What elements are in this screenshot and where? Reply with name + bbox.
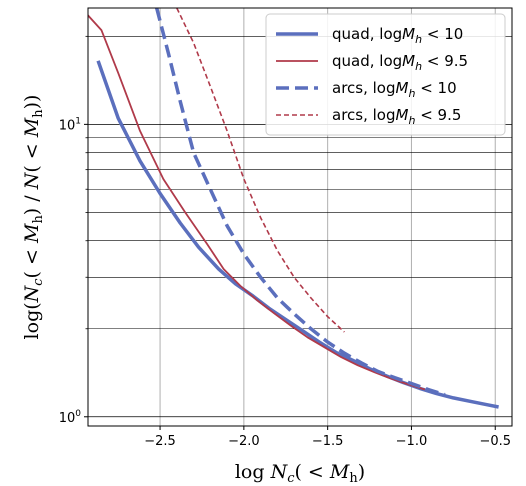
y-tick-label: 101: [59, 116, 81, 133]
series-line-3: [155, 8, 446, 397]
x-axis-label: log Nc( < Mh): [235, 461, 365, 486]
x-tick-label: −2.0: [228, 434, 260, 449]
series-line-2: [88, 14, 426, 391]
x-tick-label: −1.0: [396, 434, 428, 449]
legend-box: [265, 13, 506, 136]
axis-ticks: −2.5 −2.0 −1.5 −1.0 −0.5 100 101: [59, 35, 511, 449]
series-line-4: [176, 8, 345, 333]
legend-label: arcs, logMh < 9.5: [332, 106, 461, 127]
series-group: [88, 8, 499, 409]
x-tick-label: −0.5: [479, 434, 511, 449]
x-tick-label: −2.5: [144, 434, 176, 449]
series-line-1: [96, 60, 499, 409]
legend: quad, logMh < 10 quad, logMh < 9.5 arcs, l…: [265, 13, 506, 136]
legend-label: quad, logMh < 10: [332, 25, 463, 46]
y-tick-label: 100: [59, 409, 82, 426]
x-tick-label: −1.5: [312, 434, 344, 449]
plot-frame: [87, 7, 513, 427]
y-axis-label: log(Nc( < Mh) / N( < Mh)): [21, 95, 46, 340]
legend-label: arcs, logMh < 10: [332, 79, 457, 100]
legend-label: quad, logMh < 9.5: [332, 52, 468, 73]
